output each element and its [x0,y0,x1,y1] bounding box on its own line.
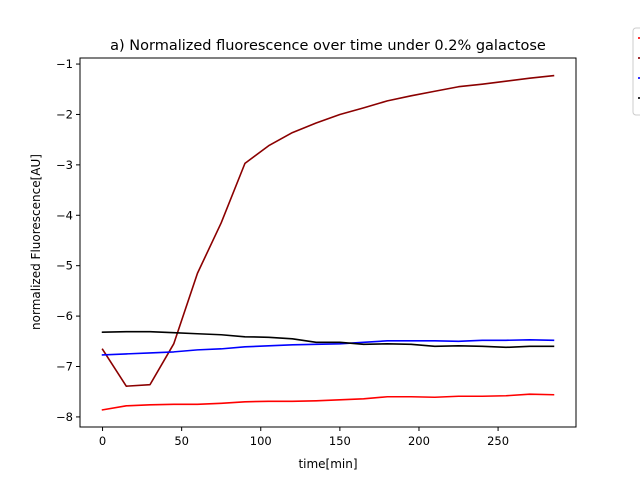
series-line-4 [101,330,555,349]
y-tick-label: −1 [56,57,73,71]
x-tick-label: 200 [408,434,430,448]
plot-area [101,74,555,411]
series-line-3 [101,338,555,356]
x-axis-ticks: 0 50 100 150 200 250 [99,427,509,448]
y-tick-label: −3 [56,158,73,172]
y-tick-label: −6 [56,309,73,323]
x-tick-label: 100 [250,434,272,448]
chart-title: a) Normalized fluorescence over time und… [110,38,546,54]
y-axis-ticks: −8 −7 −6 −5 −4 −3 −2 −1 [56,57,80,424]
x-tick-label: 250 [487,434,509,448]
axes-frame [79,57,577,428]
legend [632,27,640,116]
x-tick-label: 0 [99,434,106,448]
y-axis-label: normalized Fluorescence[AU] [29,154,43,330]
y-tick-label: −4 [56,208,73,222]
series-line-2 [101,74,555,387]
series-line-1 [101,393,555,411]
y-tick-label: −8 [56,410,73,424]
x-tick-label: 150 [329,434,351,448]
x-axis-label: time[min] [298,457,357,471]
y-tick-label: −2 [56,107,73,121]
x-tick-label: 50 [174,434,189,448]
legend-box [632,27,640,116]
y-tick-label: −7 [56,360,73,374]
y-tick-label: −5 [56,259,73,273]
